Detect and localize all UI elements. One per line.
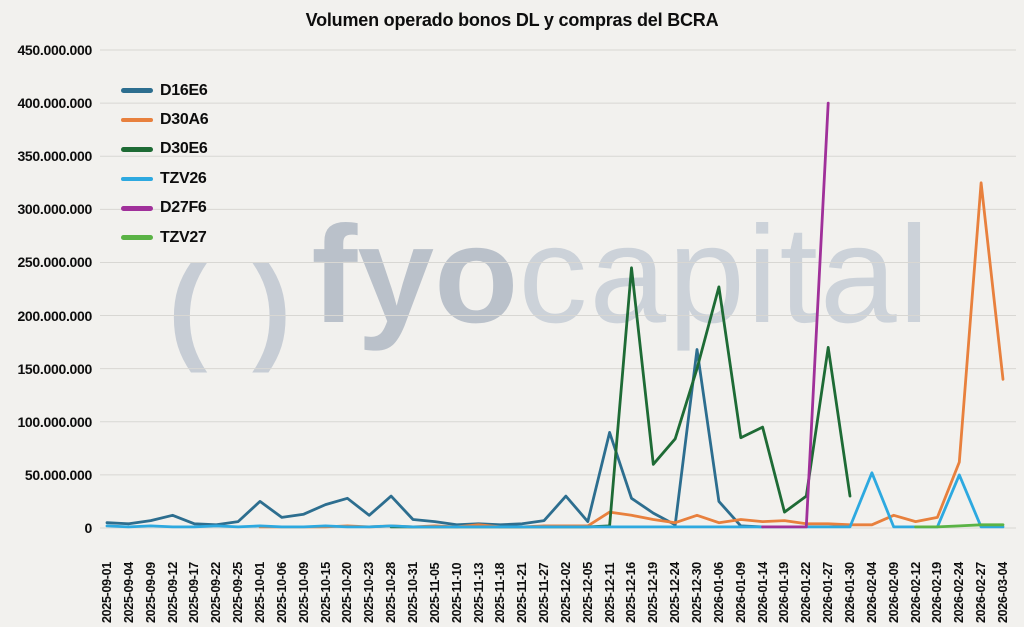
legend: D16E6 D30A6 D30E6 TZV26 D27F6 TZV27	[121, 76, 209, 252]
x-tick-label: 2025-10-01	[252, 562, 267, 623]
x-tick-label: 2025-10-20	[340, 562, 355, 623]
x-tick-label: 2025-12-16	[624, 562, 639, 623]
x-tick-label: 2025-09-04	[121, 562, 136, 623]
legend-swatch-icon	[121, 88, 153, 93]
x-tick-label: 2026-02-04	[864, 562, 879, 623]
series-line-D27F6	[761, 101, 830, 529]
legend-item-D27F6: D27F6	[121, 194, 208, 223]
x-tick-label: 2025-12-30	[690, 562, 705, 623]
legend-item-TZV26: TZV26	[121, 164, 208, 193]
x-tick-label: 2025-12-24	[668, 562, 683, 623]
x-tick-label: 2026-01-06	[711, 562, 726, 623]
x-tick-label: 2026-01-22	[799, 562, 814, 623]
x-tick-label: 2026-01-27	[821, 562, 836, 623]
x-tick-label: 2025-09-12	[165, 562, 180, 623]
x-tick-label: 2025-11-13	[471, 562, 486, 623]
y-tick-label: 450.000.000	[17, 42, 92, 58]
legend-label: D27F6	[160, 199, 207, 217]
legend-swatch-icon	[121, 176, 153, 182]
x-tick-label: 2025-09-25	[231, 562, 246, 623]
x-tick-label: 2025-09-01	[100, 562, 114, 623]
x-tick-label: 2025-10-31	[405, 562, 420, 623]
x-tick-label: 2026-02-09	[886, 562, 901, 623]
x-tick-label: 2025-12-19	[646, 562, 661, 623]
y-tick-label: 300.000.000	[17, 201, 92, 218]
x-tick-label: 2026-01-19	[777, 562, 792, 623]
x-tick-label: 2025-12-05	[580, 562, 595, 623]
x-tick-label: 2026-02-12	[908, 562, 923, 623]
x-tick-label: 2025-11-18	[493, 562, 508, 623]
x-tick-label: 2025-12-02	[558, 562, 573, 623]
y-tick-label: 100.000.000	[17, 413, 92, 430]
x-tick-label: 2025-09-17	[187, 562, 202, 623]
chart-title: Volumen operado bonos DL y compras del B…	[305, 10, 719, 30]
x-tick-label: 2026-02-19	[930, 562, 945, 623]
x-tick-label: 2026-02-24	[952, 562, 967, 623]
x-tick-label: 2025-09-22	[209, 562, 224, 623]
x-tick-label: 2025-11-21	[515, 562, 530, 623]
y-tick-label: 250.000.000	[17, 254, 92, 271]
series-line-TZV27	[914, 523, 1005, 529]
legend-label: D16E6	[160, 81, 208, 99]
x-tick-label: 2025-12-11	[602, 562, 617, 623]
y-tick-label: 150.000.000	[17, 360, 92, 377]
x-tick-label: 2025-10-15	[318, 562, 333, 623]
legend-item-D16E6: D16E6	[121, 76, 208, 105]
y-tick-label: 200.000.000	[17, 307, 92, 324]
legend-label: TZV26	[160, 169, 207, 187]
legend-swatch-icon	[121, 206, 153, 211]
x-tick-label: 2026-01-14	[755, 562, 770, 623]
legend-swatch-icon	[121, 235, 153, 240]
x-tick-label: 2025-10-23	[362, 562, 377, 623]
x-tick-label: 2025-11-10	[449, 562, 464, 623]
x-tick-label: 2025-09-09	[143, 562, 158, 623]
y-tick-label: 400.000.000	[17, 95, 92, 112]
x-tick-label: 2025-10-09	[296, 562, 311, 623]
series-line-D30E6	[389, 266, 852, 529]
y-tick-label: 50.000.000	[24, 466, 92, 483]
legend-swatch-icon	[121, 147, 153, 152]
legend-item-D30E6: D30E6	[121, 135, 208, 164]
x-tick-label: 2025-11-27	[537, 562, 552, 623]
legend-label: TZV27	[160, 228, 207, 246]
legend-item-D30A6: D30A6	[121, 105, 209, 134]
x-tick-label: 2025-10-06	[274, 562, 289, 623]
series-line-D16E6	[105, 348, 764, 529]
x-tick-label: 2026-02-27	[974, 562, 989, 623]
x-tick-label: 2026-01-09	[733, 562, 748, 623]
y-tick-label: 350.000.000	[17, 148, 92, 165]
y-tick-label: 0	[84, 520, 93, 536]
legend-swatch-icon	[121, 117, 153, 123]
x-tick-label: 2025-11-05	[427, 562, 442, 623]
legend-item-TZV27: TZV27	[121, 223, 208, 252]
x-tick-label: 2025-10-28	[384, 562, 399, 623]
legend-label: D30A6	[160, 111, 209, 129]
series-line-TZV26	[105, 471, 1005, 529]
x-tick-label: 2026-03-04	[996, 562, 1010, 623]
legend-label: D30E6	[160, 140, 208, 158]
x-tick-label: 2026-01-30	[843, 562, 858, 623]
